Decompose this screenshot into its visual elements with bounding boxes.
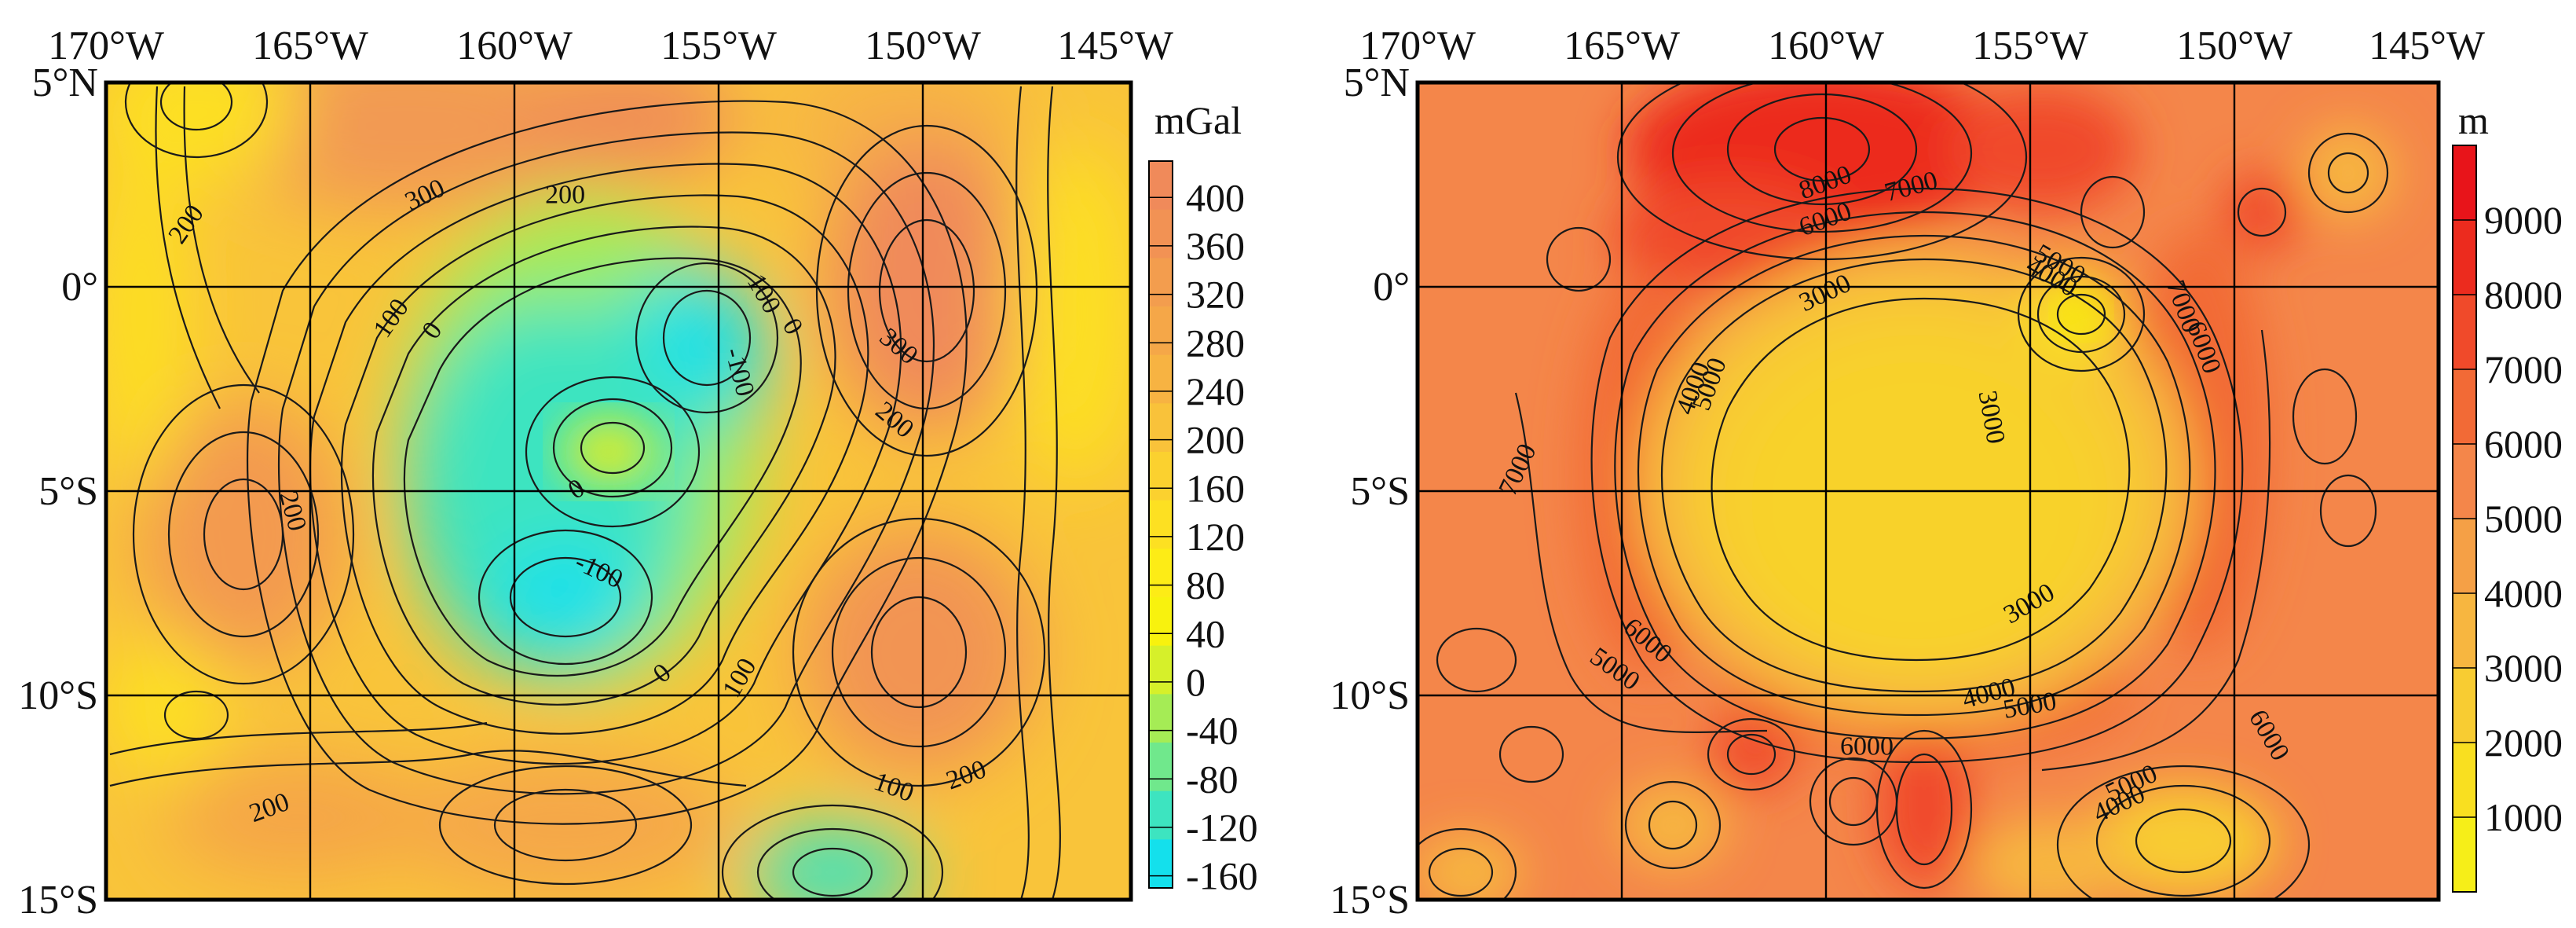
colorbar-tick-label: 3000 bbox=[2484, 646, 2563, 690]
lat-label: 5°S bbox=[1350, 469, 1410, 514]
lon-label: 160°W bbox=[1768, 24, 1884, 68]
depth-map-panel: 8000 700060003000400050003000400050007000… bbox=[1330, 24, 2563, 922]
colorbar-swatch bbox=[1149, 597, 1173, 647]
colorbar-tick-label: 40 bbox=[1186, 611, 1225, 655]
colorbar-tick-label: 280 bbox=[1186, 321, 1245, 365]
gravity-colorbar-ticks: 40036032028024020016012080400-40-80-120-… bbox=[1149, 175, 1258, 898]
colorbar-swatch bbox=[1149, 743, 1173, 792]
lon-label: 155°W bbox=[660, 24, 777, 68]
colorbar-swatch bbox=[2453, 519, 2476, 594]
gravity-graticule bbox=[106, 83, 1131, 900]
colorbar-tick-label: 320 bbox=[1186, 273, 1245, 317]
lat-label: 0° bbox=[61, 265, 98, 310]
gravity-colorbar-unit: mGal bbox=[1154, 98, 1242, 142]
colorbar-swatch bbox=[1149, 258, 1173, 307]
colorbar-swatch bbox=[2453, 145, 2476, 221]
lat-label: 5°N bbox=[1344, 61, 1410, 105]
depth-map-frame bbox=[1415, 80, 2441, 902]
gravity-map-frame bbox=[104, 80, 1133, 902]
colorbar-tick-label: -40 bbox=[1186, 709, 1239, 753]
lon-label: 150°W bbox=[2176, 24, 2292, 68]
colorbar-tick-label: -80 bbox=[1186, 757, 1239, 801]
colorbar-swatch bbox=[2453, 295, 2476, 370]
lon-label: 170°W bbox=[1359, 24, 1476, 68]
colorbar-swatch bbox=[2453, 444, 2476, 519]
depth-colorbar-unit: m bbox=[2458, 98, 2489, 142]
colorbar-swatch bbox=[1149, 694, 1173, 743]
colorbar-swatch bbox=[2453, 220, 2476, 295]
depth-colorbar: m 9000 8000 7000 6000 5000 4000 3000 2000 1000 bbox=[2452, 98, 2563, 893]
colorbar-tick-label: 8000 bbox=[2484, 273, 2563, 317]
colorbar-swatch bbox=[1149, 548, 1173, 598]
gravity-lat-axis: 5°N 0° 5°S 10°S 15°S bbox=[18, 61, 98, 922]
gravity-lon-axis: 170°W 165°W 160°W 155°W 150°W 145°W bbox=[48, 24, 1173, 68]
colorbar-outline bbox=[1148, 160, 1173, 889]
lat-label: 0° bbox=[1373, 265, 1410, 310]
colorbar-tick-label: 240 bbox=[1186, 369, 1245, 413]
colorbar-tick-label: 4000 bbox=[2484, 571, 2563, 615]
lat-label: 10°S bbox=[1330, 673, 1410, 718]
colorbar-swatch bbox=[2453, 369, 2476, 445]
colorbar-tick-label: 80 bbox=[1186, 563, 1225, 607]
colorbar-swatch bbox=[2453, 593, 2476, 669]
colorbar-tick-label: 6000 bbox=[2484, 422, 2563, 466]
colorbar-tick-label: 0 bbox=[1186, 660, 1206, 704]
colorbar-tick-label: 9000 bbox=[2484, 198, 2563, 242]
colorbar-swatch bbox=[1149, 790, 1173, 840]
colorbar-swatch bbox=[2453, 743, 2476, 818]
colorbar-swatch bbox=[1149, 500, 1173, 549]
colorbar-swatch bbox=[1149, 161, 1173, 211]
colorbar-tick-label: 360 bbox=[1186, 224, 1245, 268]
colorbar-swatch bbox=[2453, 817, 2476, 893]
lon-label: 155°W bbox=[1972, 24, 2088, 68]
lon-label: 150°W bbox=[865, 24, 981, 68]
gravity-colorbar-swatches bbox=[1148, 160, 1173, 889]
lon-label: 145°W bbox=[1057, 24, 1173, 68]
colorbar-tick-label: 200 bbox=[1186, 418, 1245, 462]
lon-label: 160°W bbox=[456, 24, 573, 68]
lat-label: 5°S bbox=[38, 469, 98, 514]
colorbar-tick-label: 2000 bbox=[2484, 721, 2563, 765]
gravity-contours bbox=[109, 83, 1061, 900]
colorbar-swatch bbox=[1149, 839, 1173, 889]
colorbar-tick-label: 5000 bbox=[2484, 497, 2563, 541]
lat-label: 10°S bbox=[18, 673, 98, 718]
colorbar-swatch bbox=[2453, 668, 2476, 743]
gravity-colorbar: mGal 40036032028024020016012080400-40-80… bbox=[1148, 98, 1258, 898]
depth-lon-axis: 170°W 165°W 160°W 155°W 150°W 145°W bbox=[1359, 24, 2485, 68]
colorbar-tick-label: -120 bbox=[1186, 805, 1258, 849]
colorbar-swatch bbox=[1149, 403, 1173, 453]
lat-label: 15°S bbox=[1330, 878, 1410, 922]
colorbar-swatch bbox=[1149, 306, 1173, 356]
lon-label: 165°W bbox=[252, 24, 368, 68]
colorbar-tick-label: 160 bbox=[1186, 466, 1245, 510]
depth-field: 8000 700060003000400050003000400050007000… bbox=[1418, 83, 2439, 900]
lon-label: 145°W bbox=[2369, 24, 2485, 68]
colorbar-tick-label: 1000 bbox=[2484, 795, 2563, 839]
colorbar-swatch bbox=[1149, 452, 1173, 501]
contour-label: 200 bbox=[545, 180, 585, 209]
colorbar-tick-label: -160 bbox=[1186, 854, 1258, 898]
colorbar-tick-label: 120 bbox=[1186, 515, 1245, 559]
lat-label: 15°S bbox=[18, 878, 98, 922]
contour-label: 6000 bbox=[1840, 732, 1894, 761]
colorbar-swatch bbox=[1149, 645, 1173, 695]
colorbar-tick-label: 7000 bbox=[2484, 347, 2563, 391]
depth-lat-axis: 5°N 0° 5°S 10°S 15°S bbox=[1330, 61, 1410, 922]
depth-contours bbox=[1418, 83, 2389, 900]
colorbar-swatch bbox=[1149, 209, 1173, 259]
colorbar-swatch bbox=[1149, 354, 1173, 404]
colorbar-tick-label: 400 bbox=[1186, 175, 1245, 219]
depth-graticule bbox=[1418, 83, 2439, 900]
lon-label: 170°W bbox=[48, 24, 164, 68]
depth-colorbar-ticks: 9000 8000 7000 6000 5000 4000 3000 2000 1000 bbox=[2453, 198, 2563, 839]
lat-label: 5°N bbox=[32, 61, 98, 105]
lon-label: 165°W bbox=[1564, 24, 1680, 68]
